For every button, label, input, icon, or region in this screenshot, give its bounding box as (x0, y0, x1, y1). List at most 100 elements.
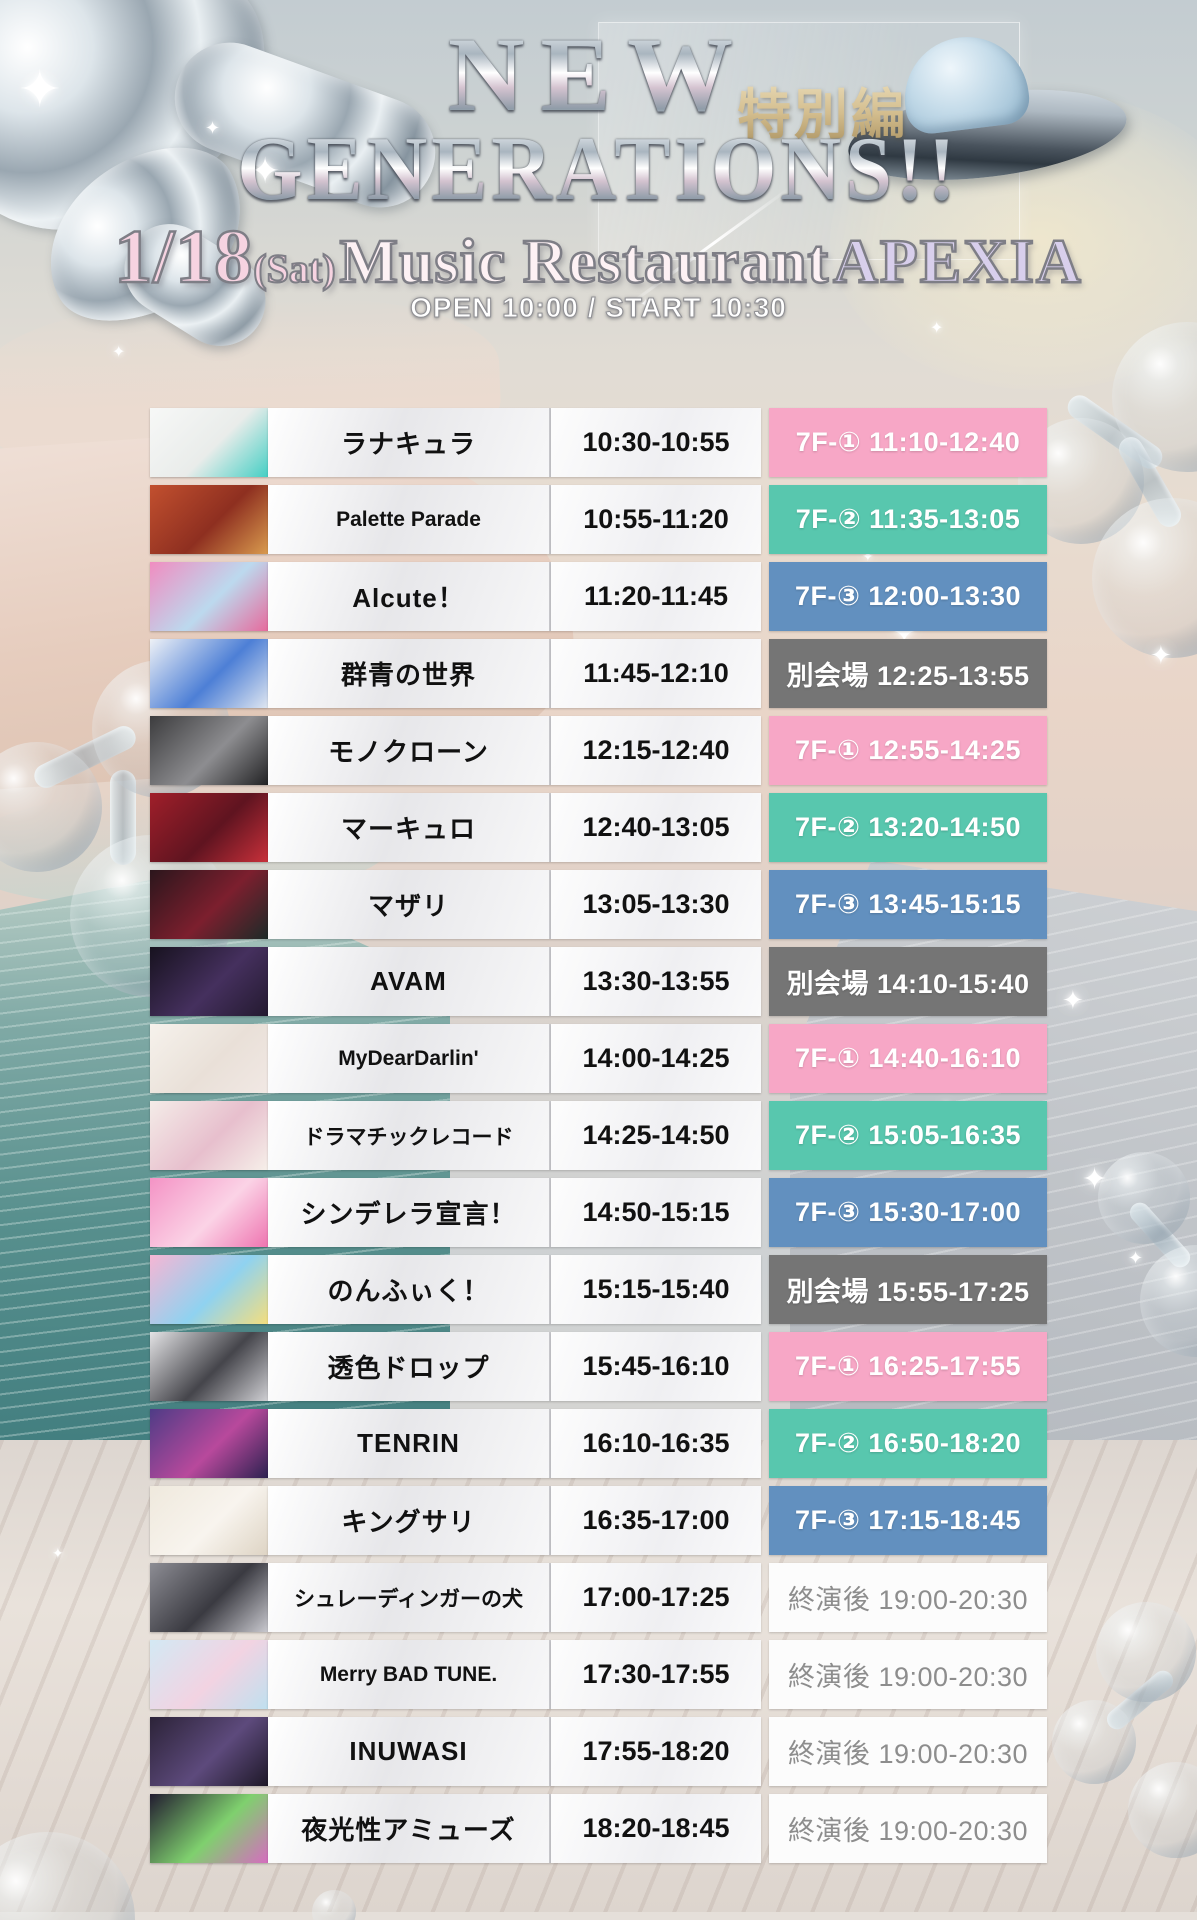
artist-name-cell: ラナキュラ (268, 408, 551, 477)
artist-name-cell: Merry BAD TUNE. (268, 1640, 551, 1709)
artist-name: 夜光性アミューズ (301, 1815, 516, 1845)
artist-thumbnail (150, 1563, 268, 1632)
artist-name: 透色ドロップ (327, 1353, 490, 1383)
meet-info: 7F-② 13:20-14:50 (769, 793, 1047, 862)
artist-name: ラナキュラ (340, 429, 476, 459)
artist-name: TENRIN (357, 1428, 460, 1458)
artist-name-cell: MyDearDarlin' (268, 1024, 551, 1093)
special-edition-badge: 特別編 (737, 70, 908, 149)
venue-name: Music Restaurant (338, 227, 830, 298)
meet-info: 7F-③ 15:30-17:00 (769, 1178, 1047, 1247)
schedule-row: 夜光性アミューズ 18:20-18:45 終演後 19:00-20:30 (150, 1794, 1047, 1863)
meet-info: 終演後 19:00-20:30 (769, 1794, 1047, 1863)
artist-thumbnail (150, 639, 268, 708)
sparkle-icon: ✦ (1128, 1248, 1144, 1268)
meet-info: 7F-③ 12:00-13:30 (769, 562, 1047, 631)
schedule-row: INUWASI 17:55-18:20 終演後 19:00-20:30 (150, 1717, 1047, 1786)
meet-info: 終演後 19:00-20:30 (769, 1717, 1047, 1786)
column-gap (761, 1255, 769, 1324)
artist-name: 群青の世界 (340, 660, 476, 690)
sparkle-icon: ✦ (205, 118, 220, 139)
artist-name-cell: シンデレラ宣言！ (268, 1178, 551, 1247)
glass-sphere-decoration (1128, 1762, 1197, 1858)
schedule-row: キングサリ 16:35-17:00 7F-③ 17:15-18:45 (150, 1486, 1047, 1555)
artist-thumbnail (150, 1024, 268, 1093)
artist-name-cell: マーキュロ (268, 793, 551, 862)
live-time: 17:30-17:55 (551, 1640, 761, 1709)
artist-name-cell: Alcute！ (268, 562, 551, 631)
schedule-row: シュレーディンガーの犬 17:00-17:25 終演後 19:00-20:30 (150, 1563, 1047, 1632)
schedule-row: 群青の世界 11:45-12:10 別会場 12:25-13:55 (150, 639, 1047, 708)
column-gap (761, 408, 769, 477)
column-gap (761, 485, 769, 554)
date-venue-line: 1/18(Sat) Music Restaurant APEXIA (0, 214, 1197, 301)
meet-info: 終演後 19:00-20:30 (769, 1640, 1047, 1709)
meet-info: 7F-③ 13:45-15:15 (769, 870, 1047, 939)
artist-thumbnail (150, 716, 268, 785)
schedule-row: AVAM 13:30-13:55 別会場 14:10-15:40 (150, 947, 1047, 1016)
event-date: 1/18 (113, 214, 254, 301)
column-gap (761, 639, 769, 708)
schedule-row: マーキュロ 12:40-13:05 7F-② 13:20-14:50 (150, 793, 1047, 862)
artist-name: マザリ (367, 891, 449, 921)
artist-name: Merry BAD TUNE. (319, 1662, 498, 1686)
live-time: 10:30-10:55 (551, 408, 761, 477)
artist-thumbnail (150, 1717, 268, 1786)
meet-info: 7F-② 11:35-13:05 (769, 485, 1047, 554)
schedule-row: マザリ 13:05-13:30 7F-③ 13:45-15:15 (150, 870, 1047, 939)
artist-name: INUWASI (349, 1736, 468, 1766)
artist-thumbnail (150, 562, 268, 631)
artist-name-cell: ドラマチックレコード (268, 1101, 551, 1170)
live-time: 15:15-15:40 (551, 1255, 761, 1324)
artist-name: シュレーディンガーの犬 (293, 1587, 524, 1611)
live-time: 14:25-14:50 (551, 1101, 761, 1170)
open-start-times: OPEN 10:00 / START 10:30 (410, 292, 787, 324)
glass-sphere-decoration (0, 742, 102, 872)
artist-name: モノクローン (328, 737, 489, 767)
event-day: (Sat) (252, 245, 336, 292)
artist-name-cell: 透色ドロップ (268, 1332, 551, 1401)
live-time: 17:00-17:25 (551, 1563, 761, 1632)
column-gap (761, 1024, 769, 1093)
sparkle-icon: ✦ (640, 296, 651, 311)
sparkle-icon: ✦ (930, 320, 944, 337)
column-gap (761, 1563, 769, 1632)
schedule-row: MyDearDarlin' 14:00-14:25 7F-① 14:40-16:… (150, 1024, 1047, 1093)
schedule-row: モノクローン 12:15-12:40 7F-① 12:55-14:25 (150, 716, 1047, 785)
sparkle-icon: ✦ (52, 1545, 64, 1561)
event-title-line2: GENERATIONS!! (0, 124, 1197, 216)
artist-thumbnail (150, 1486, 268, 1555)
schedule-row: のんふぃく！ 15:15-15:40 別会場 15:55-17:25 (150, 1255, 1047, 1324)
column-gap (761, 1101, 769, 1170)
artist-thumbnail (150, 1794, 268, 1863)
live-time: 16:35-17:00 (551, 1486, 761, 1555)
glass-sphere-decoration (312, 1890, 356, 1920)
meet-info: 別会場 15:55-17:25 (769, 1255, 1047, 1324)
artist-name-cell: 群青の世界 (268, 639, 551, 708)
schedule-row: ラナキュラ 10:30-10:55 7F-① 11:10-12:40 (150, 408, 1047, 477)
live-time: 17:55-18:20 (551, 1717, 761, 1786)
artist-name-cell: TENRIN (268, 1409, 551, 1478)
artist-name-cell: キングサリ (268, 1486, 551, 1555)
column-gap (761, 716, 769, 785)
glass-sphere-decoration (1098, 1152, 1190, 1244)
schedule-row: TENRIN 16:10-16:35 7F-② 16:50-18:20 (150, 1409, 1047, 1478)
artist-name: AVAM (370, 966, 447, 996)
column-gap (761, 1717, 769, 1786)
artist-name-cell: INUWASI (268, 1717, 551, 1786)
artist-thumbnail (150, 1332, 268, 1401)
artist-name-cell: シュレーディンガーの犬 (268, 1563, 551, 1632)
artist-name-cell: モノクローン (268, 716, 551, 785)
artist-name-cell: のんふぃく！ (268, 1255, 551, 1324)
live-time: 12:40-13:05 (551, 793, 761, 862)
column-gap (761, 947, 769, 1016)
live-time: 18:20-18:45 (551, 1794, 761, 1863)
artist-name: シンデレラ宣言！ (300, 1199, 517, 1229)
live-time: 12:15-12:40 (551, 716, 761, 785)
meet-info: 7F-① 14:40-16:10 (769, 1024, 1047, 1093)
glass-sphere-decoration (1140, 1245, 1197, 1357)
live-time: 11:20-11:45 (551, 562, 761, 631)
venue-brand: APEXIA (832, 227, 1083, 298)
schedule-row: Merry BAD TUNE. 17:30-17:55 終演後 19:00-20… (150, 1640, 1047, 1709)
